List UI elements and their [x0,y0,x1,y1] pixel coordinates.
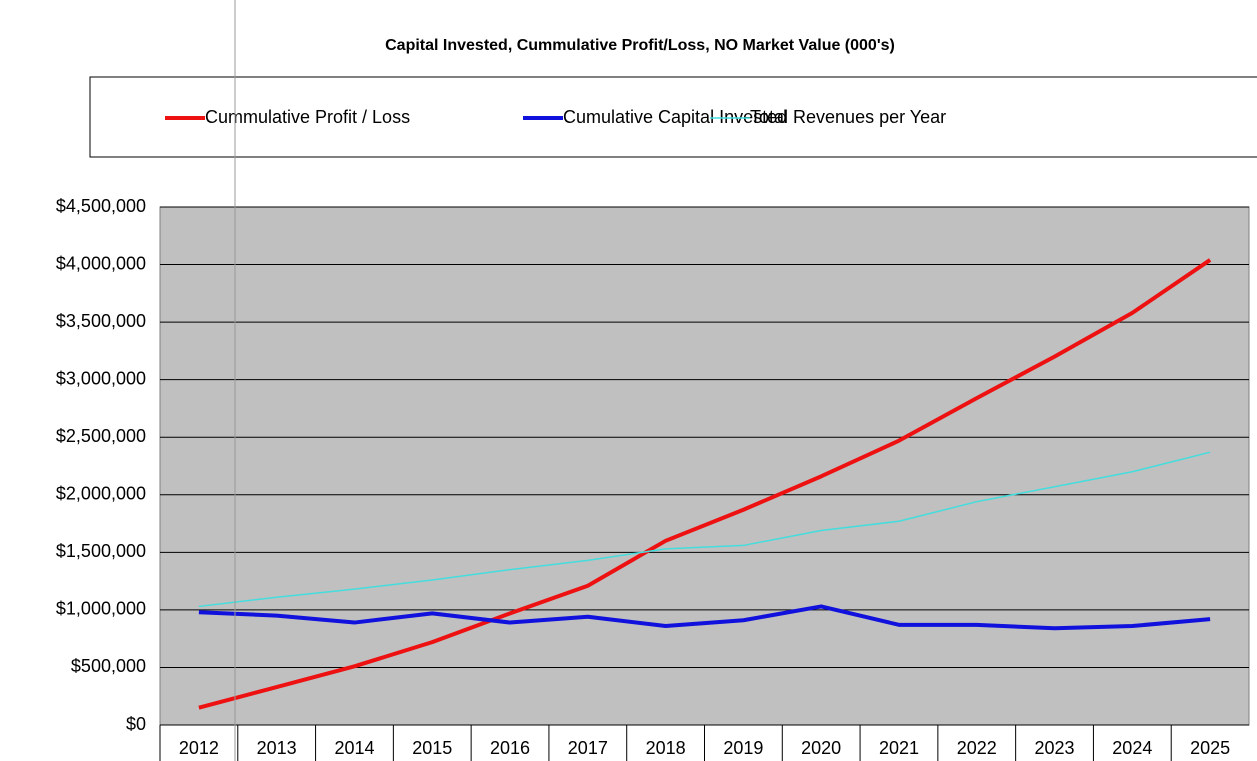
y-tick-label: $4,000,000 [56,253,146,273]
x-tick-label: 2024 [1112,738,1152,758]
x-tick-label: 2018 [646,738,686,758]
x-tick-label: 2015 [412,738,452,758]
y-tick-label: $3,500,000 [56,311,146,331]
y-tick-label: $1,000,000 [56,599,146,619]
plot-area [159,206,1250,726]
y-tick-label: $4,500,000 [56,196,146,216]
series-line [198,451,1211,608]
x-tick-label: 2025 [1190,738,1230,758]
y-tick-label: $0 [126,714,146,734]
x-tick-label: 2014 [334,738,374,758]
x-tick-label: 2012 [179,738,219,758]
y-tick-label: $500,000 [71,656,146,676]
y-tick-label: $1,500,000 [56,541,146,561]
series-line [198,604,1211,631]
x-tick-label: 2013 [257,738,297,758]
y-tick-label: $2,000,000 [56,484,146,504]
legend-label: Cumulative Capital Invested [563,107,787,127]
x-tick-label: 2022 [957,738,997,758]
x-tick-label: 2020 [801,738,841,758]
legend-box [89,76,1257,158]
chart-title: Capital Invested, Cummulative Profit/Los… [385,37,895,54]
x-tick-label: 2021 [879,738,919,758]
y-tick-label: $3,000,000 [56,368,146,388]
series-line [198,258,1212,710]
x-tick-label: 2023 [1035,738,1075,758]
legend-label: Cummulative Profit / Loss [205,107,410,127]
legend-label: Total Revenues per Year [750,107,946,127]
x-tick-label: 2017 [568,738,608,758]
x-tick-label: 2019 [723,738,763,758]
y-tick-label: $2,500,000 [56,426,146,446]
x-tick-label: 2016 [490,738,530,758]
